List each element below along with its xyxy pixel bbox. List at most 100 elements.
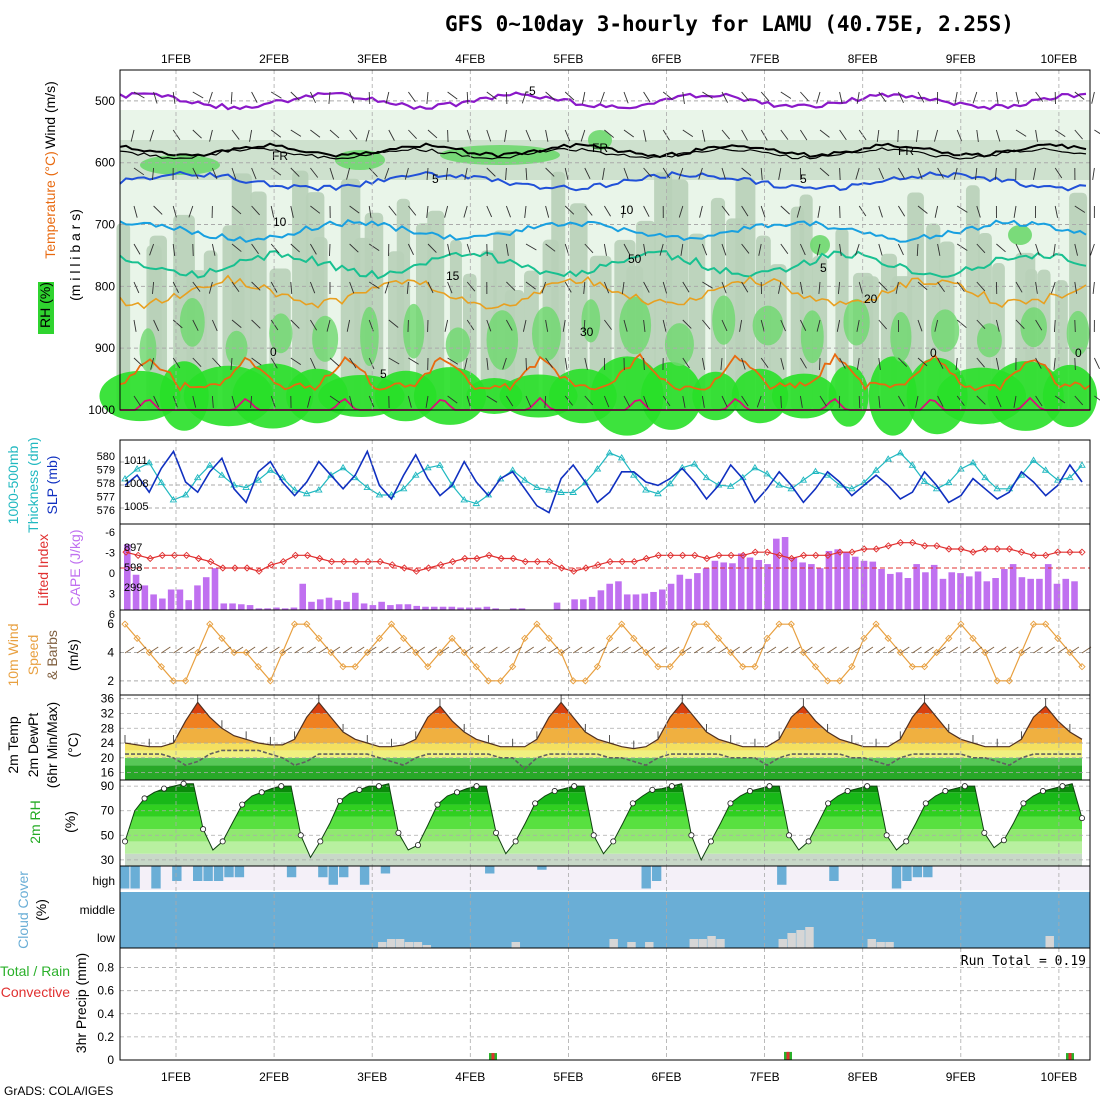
wind-barb [427, 281, 434, 294]
wind-barb [384, 167, 390, 180]
cape-bar [1009, 564, 1017, 610]
surface-wind-barb [379, 646, 389, 654]
lifted-point [303, 551, 312, 559]
wind-barb [1053, 357, 1056, 370]
wind-barb [349, 243, 359, 253]
cape-bar [238, 604, 245, 610]
wind-barb [541, 281, 547, 294]
rh-point [141, 795, 148, 802]
wind-speed-point [908, 663, 917, 671]
lifted-point [836, 548, 844, 556]
rh-point [375, 783, 382, 790]
wind-barb [329, 395, 341, 404]
wind-speed-point [1029, 620, 1038, 628]
cape-bar [992, 578, 999, 610]
wind-barb [1074, 91, 1085, 100]
rh-shade-mid [800, 310, 824, 364]
wind-speed-point [666, 663, 674, 671]
lifted-point [763, 548, 772, 556]
wind-barb [231, 243, 242, 252]
thickness-point [278, 473, 287, 481]
wind-barb [504, 129, 507, 142]
wind-barb [290, 243, 300, 253]
wind-barb [464, 357, 468, 370]
rh-point [1000, 837, 1007, 844]
surface-wind-barb [548, 646, 559, 654]
high-cloud-bar [777, 866, 787, 885]
cape-bar [124, 544, 131, 610]
wind-speed-point [351, 663, 359, 671]
wind-barb [995, 357, 1000, 370]
wind-barb [839, 357, 846, 369]
surface-wind-barb [960, 646, 971, 654]
wind-speed-point [860, 634, 868, 642]
high-cloud-bar [912, 866, 923, 878]
wind-barb [662, 319, 667, 332]
cape-bar [878, 569, 885, 610]
wind-barb [1013, 395, 1017, 408]
rh-point [1079, 815, 1086, 822]
wind-barb [780, 319, 786, 332]
thickness-point [218, 471, 226, 478]
x-tick-label-top: 7FEB [750, 52, 780, 66]
temp-band [125, 757, 1082, 766]
surface-wind-barb [342, 646, 353, 654]
wind-barb [251, 319, 261, 329]
wind-speed-point [533, 620, 541, 628]
rh-point [356, 786, 363, 793]
cape-bar [834, 549, 841, 610]
surface-wind-barb [1069, 646, 1080, 654]
wind-barb [250, 395, 253, 408]
rh-point [161, 785, 168, 792]
wind-barb [816, 91, 821, 104]
cloud-cover-panel: high middle low [80, 866, 1090, 948]
rh-point [707, 838, 714, 845]
wind-barb [231, 167, 237, 180]
lifted-tick-label: -6 [105, 527, 115, 539]
cape-bar [316, 599, 324, 610]
x-tick-label-bottom: 10FEB [1041, 1070, 1078, 1084]
thickness-point [666, 479, 674, 487]
chart-title: GFS 0~10day 3-hourly for LAMU (40.75E, 2… [445, 12, 1014, 36]
credit-label: GrADS: COLA/IGES [4, 1084, 113, 1098]
wind-barb [1074, 243, 1078, 256]
wind-barb [955, 357, 958, 370]
surface-wind-barb [657, 646, 668, 654]
ylabel-precip-conv: Convective [1, 984, 70, 1000]
rh-point [454, 789, 461, 796]
low-cloud-bar [609, 939, 618, 948]
wind-barb [1054, 129, 1066, 137]
wind-barb [192, 91, 204, 99]
lifted-point [872, 545, 880, 553]
rh-point [512, 838, 519, 845]
cape-bar [422, 606, 429, 610]
contour-label: 15 [446, 269, 460, 283]
wind-barb [153, 205, 163, 215]
high-cloud-bar [891, 866, 902, 889]
wind-barb [643, 129, 647, 142]
surface-wind-barb [1009, 646, 1019, 654]
wind-barb [682, 281, 690, 293]
wind-speed-point [775, 620, 783, 628]
surface-wind-barb [270, 646, 280, 654]
thickness-point [896, 449, 905, 456]
rh-point [961, 783, 968, 790]
wind-barb [388, 205, 397, 216]
low-cloud-bar [867, 939, 876, 948]
high-cloud-bar [328, 866, 338, 885]
wind-barb [212, 357, 221, 368]
wind-barb [721, 167, 726, 180]
precip-tick-label: 0.6 [97, 984, 114, 998]
wind-barb [133, 395, 142, 407]
wind-barb [153, 91, 158, 104]
wind-barb [349, 357, 357, 369]
wind-barb [897, 91, 904, 104]
wind-barb [917, 91, 925, 103]
wind-barb [995, 319, 1000, 332]
wind-barb [584, 167, 591, 179]
wind-barb [856, 319, 860, 332]
surface-wind-barb [633, 646, 644, 654]
wind-barb [682, 91, 685, 104]
lifted-point [860, 545, 868, 553]
wind-barb [408, 91, 416, 103]
